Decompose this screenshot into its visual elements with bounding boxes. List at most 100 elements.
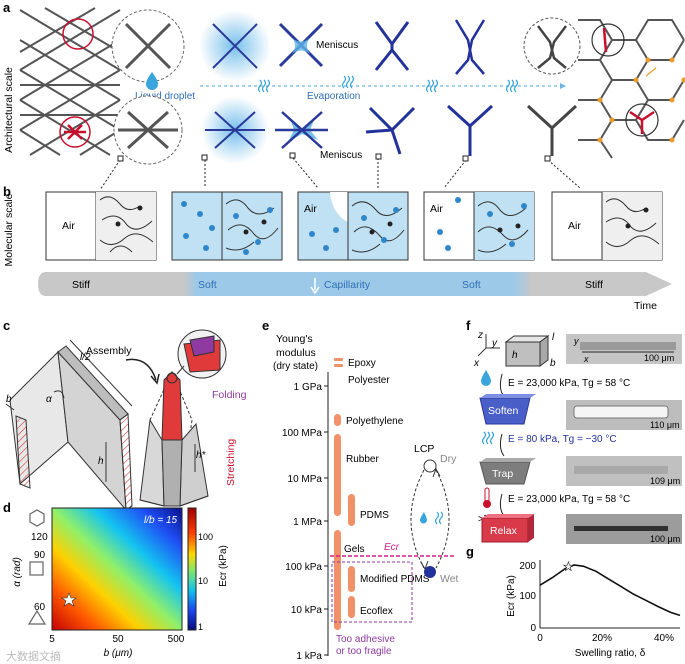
stretching-label: Stretching: [225, 439, 237, 486]
trap-label: Trap: [492, 468, 513, 480]
material-bars: [334, 358, 355, 630]
stage-bottom-6: [526, 104, 578, 156]
stage-bottom-4: [365, 106, 416, 155]
timeline-capillarity: Capillarity: [324, 279, 371, 291]
g-xtick-20: 20%: [592, 633, 612, 644]
axis-x: x: [473, 358, 480, 369]
too-adhesive-box: [331, 561, 413, 623]
soften-block: [479, 394, 536, 425]
beam-l: l: [552, 332, 555, 343]
heatmap-ytick-120: 120: [31, 532, 48, 543]
ecr-curve: [539, 564, 681, 617]
colorbar: [187, 507, 197, 631]
star-marker-icon: ★: [563, 559, 574, 573]
g-xlabel: Swelling ratio, δ: [575, 648, 646, 659]
beam-sketch: [504, 335, 550, 367]
material-polyester: Polyester: [348, 375, 390, 386]
liquid-droplet-label: Liquid droplet: [135, 91, 195, 102]
assembled-node: [139, 329, 227, 507]
micrograph-4: [566, 514, 682, 544]
timeline-time-label: Time: [634, 300, 657, 312]
vapor-icon-1: [257, 79, 271, 93]
stage-top-5: [454, 19, 486, 75]
f-arrow-1: [499, 373, 505, 397]
micrograph-3: [566, 456, 682, 486]
panel-d-label: d: [3, 500, 11, 515]
colorbar-tick-100: 100: [198, 532, 213, 542]
panel-f-label: f: [466, 318, 471, 333]
h-label-c: h: [98, 456, 104, 467]
relax-block: [481, 514, 534, 543]
meniscus-top-label: Meniscus: [316, 40, 358, 51]
micrograph-1: [566, 334, 682, 364]
molecular-box-5: [551, 191, 663, 261]
trap-block: [479, 458, 536, 485]
thermometer-icon: [483, 487, 491, 508]
alpha-label-c: α: [46, 394, 52, 405]
heatmap-xtick-5: 5: [49, 634, 55, 645]
heatmap-ylabel: α (rad): [12, 557, 23, 587]
heatmap-xtick-500: 500: [168, 634, 185, 645]
heatmap: [51, 507, 183, 631]
colorbar-label: Ecr (kPa): [218, 545, 229, 587]
heatmap-xlabel: b (μm): [104, 648, 133, 659]
too-adhesive-2: or too fragile: [336, 646, 392, 657]
zoom-connectors: [99, 157, 581, 191]
g-xtick-40: 40%: [654, 633, 674, 644]
watermark: 大数据文摘: [6, 649, 61, 663]
ecr-swelling-plot: ★: [539, 559, 681, 629]
wet-state-marker: [424, 566, 436, 578]
modulus-tick-100mpa: 100 MPa: [282, 428, 322, 439]
wet-droplet-icon: [420, 512, 428, 524]
heatmap-ytick-90: 90: [34, 550, 46, 561]
molecular-box-2: [171, 191, 283, 261]
heatmap-ytick-60: 60: [34, 602, 46, 613]
material-epoxy: Epoxy: [348, 358, 376, 369]
g-ylabel: Ecr (kPa): [506, 575, 517, 617]
modulus-title-3: (dry state): [273, 361, 318, 372]
stage-top-6: [523, 17, 581, 75]
f-vapor-icon: [481, 431, 495, 445]
scale-1: 100 μm: [644, 353, 674, 363]
panel-g-label: g: [466, 544, 474, 559]
state3-label: E = 23,000 kPa, Tg = 58 °C: [508, 494, 630, 505]
vapor-icon-2: [341, 75, 355, 89]
molecular-scale-label: Molecular scale: [3, 193, 15, 266]
lcp-label: LCP: [414, 443, 434, 455]
micro-y: y: [573, 336, 579, 346]
timeline-soft-right: Soft: [462, 279, 481, 291]
assembly-arrow-icon: [125, 358, 157, 381]
heatmap-xtick-50: 50: [112, 634, 124, 645]
micrograph-2: [566, 400, 682, 430]
modulus-tick-10kpa: 10 kPa: [291, 605, 323, 616]
vapor-icon-3: [425, 79, 439, 93]
state1-label: E = 23,000 kPa, Tg = 58 °C: [508, 378, 630, 389]
beam-h: h: [512, 350, 518, 361]
scale-3: 109 μm: [650, 476, 680, 486]
material-pdms: PDMS: [360, 510, 389, 521]
g-ytick-100: 100: [519, 591, 536, 602]
dry-label: Dry: [440, 453, 457, 465]
meniscus-bottom-label: Meniscus: [320, 150, 362, 161]
heatmap-y-icons: [27, 509, 47, 625]
air-label-1: Air: [62, 220, 75, 232]
material-ecoflex: Ecoflex: [360, 606, 393, 617]
modulus-tick-1mpa: 1 MPa: [293, 517, 322, 528]
stage-top-2: [199, 10, 271, 82]
timeline-bar: [38, 272, 672, 296]
folding-label: Folding: [212, 389, 247, 401]
timeline-stiff-left: Stiff: [72, 279, 90, 291]
air-label-2: Air: [304, 203, 317, 215]
stage-top-1: [111, 9, 185, 83]
state2-label: E = 80 kPa, Tg = −30 °C: [508, 434, 617, 445]
stage-bottom-2: [201, 96, 269, 164]
heatmap-annotation: l/b = 15: [144, 515, 178, 526]
h-star-label: h*: [196, 450, 207, 461]
material-gels: Gels: [344, 544, 365, 555]
scale-4: 100 μm: [650, 534, 680, 544]
molecular-box-1: [45, 191, 157, 261]
colorbar-tick-1: 1: [198, 622, 203, 632]
colorbar-tick-10: 10: [198, 576, 208, 586]
stage-bottom-5: [446, 104, 494, 156]
